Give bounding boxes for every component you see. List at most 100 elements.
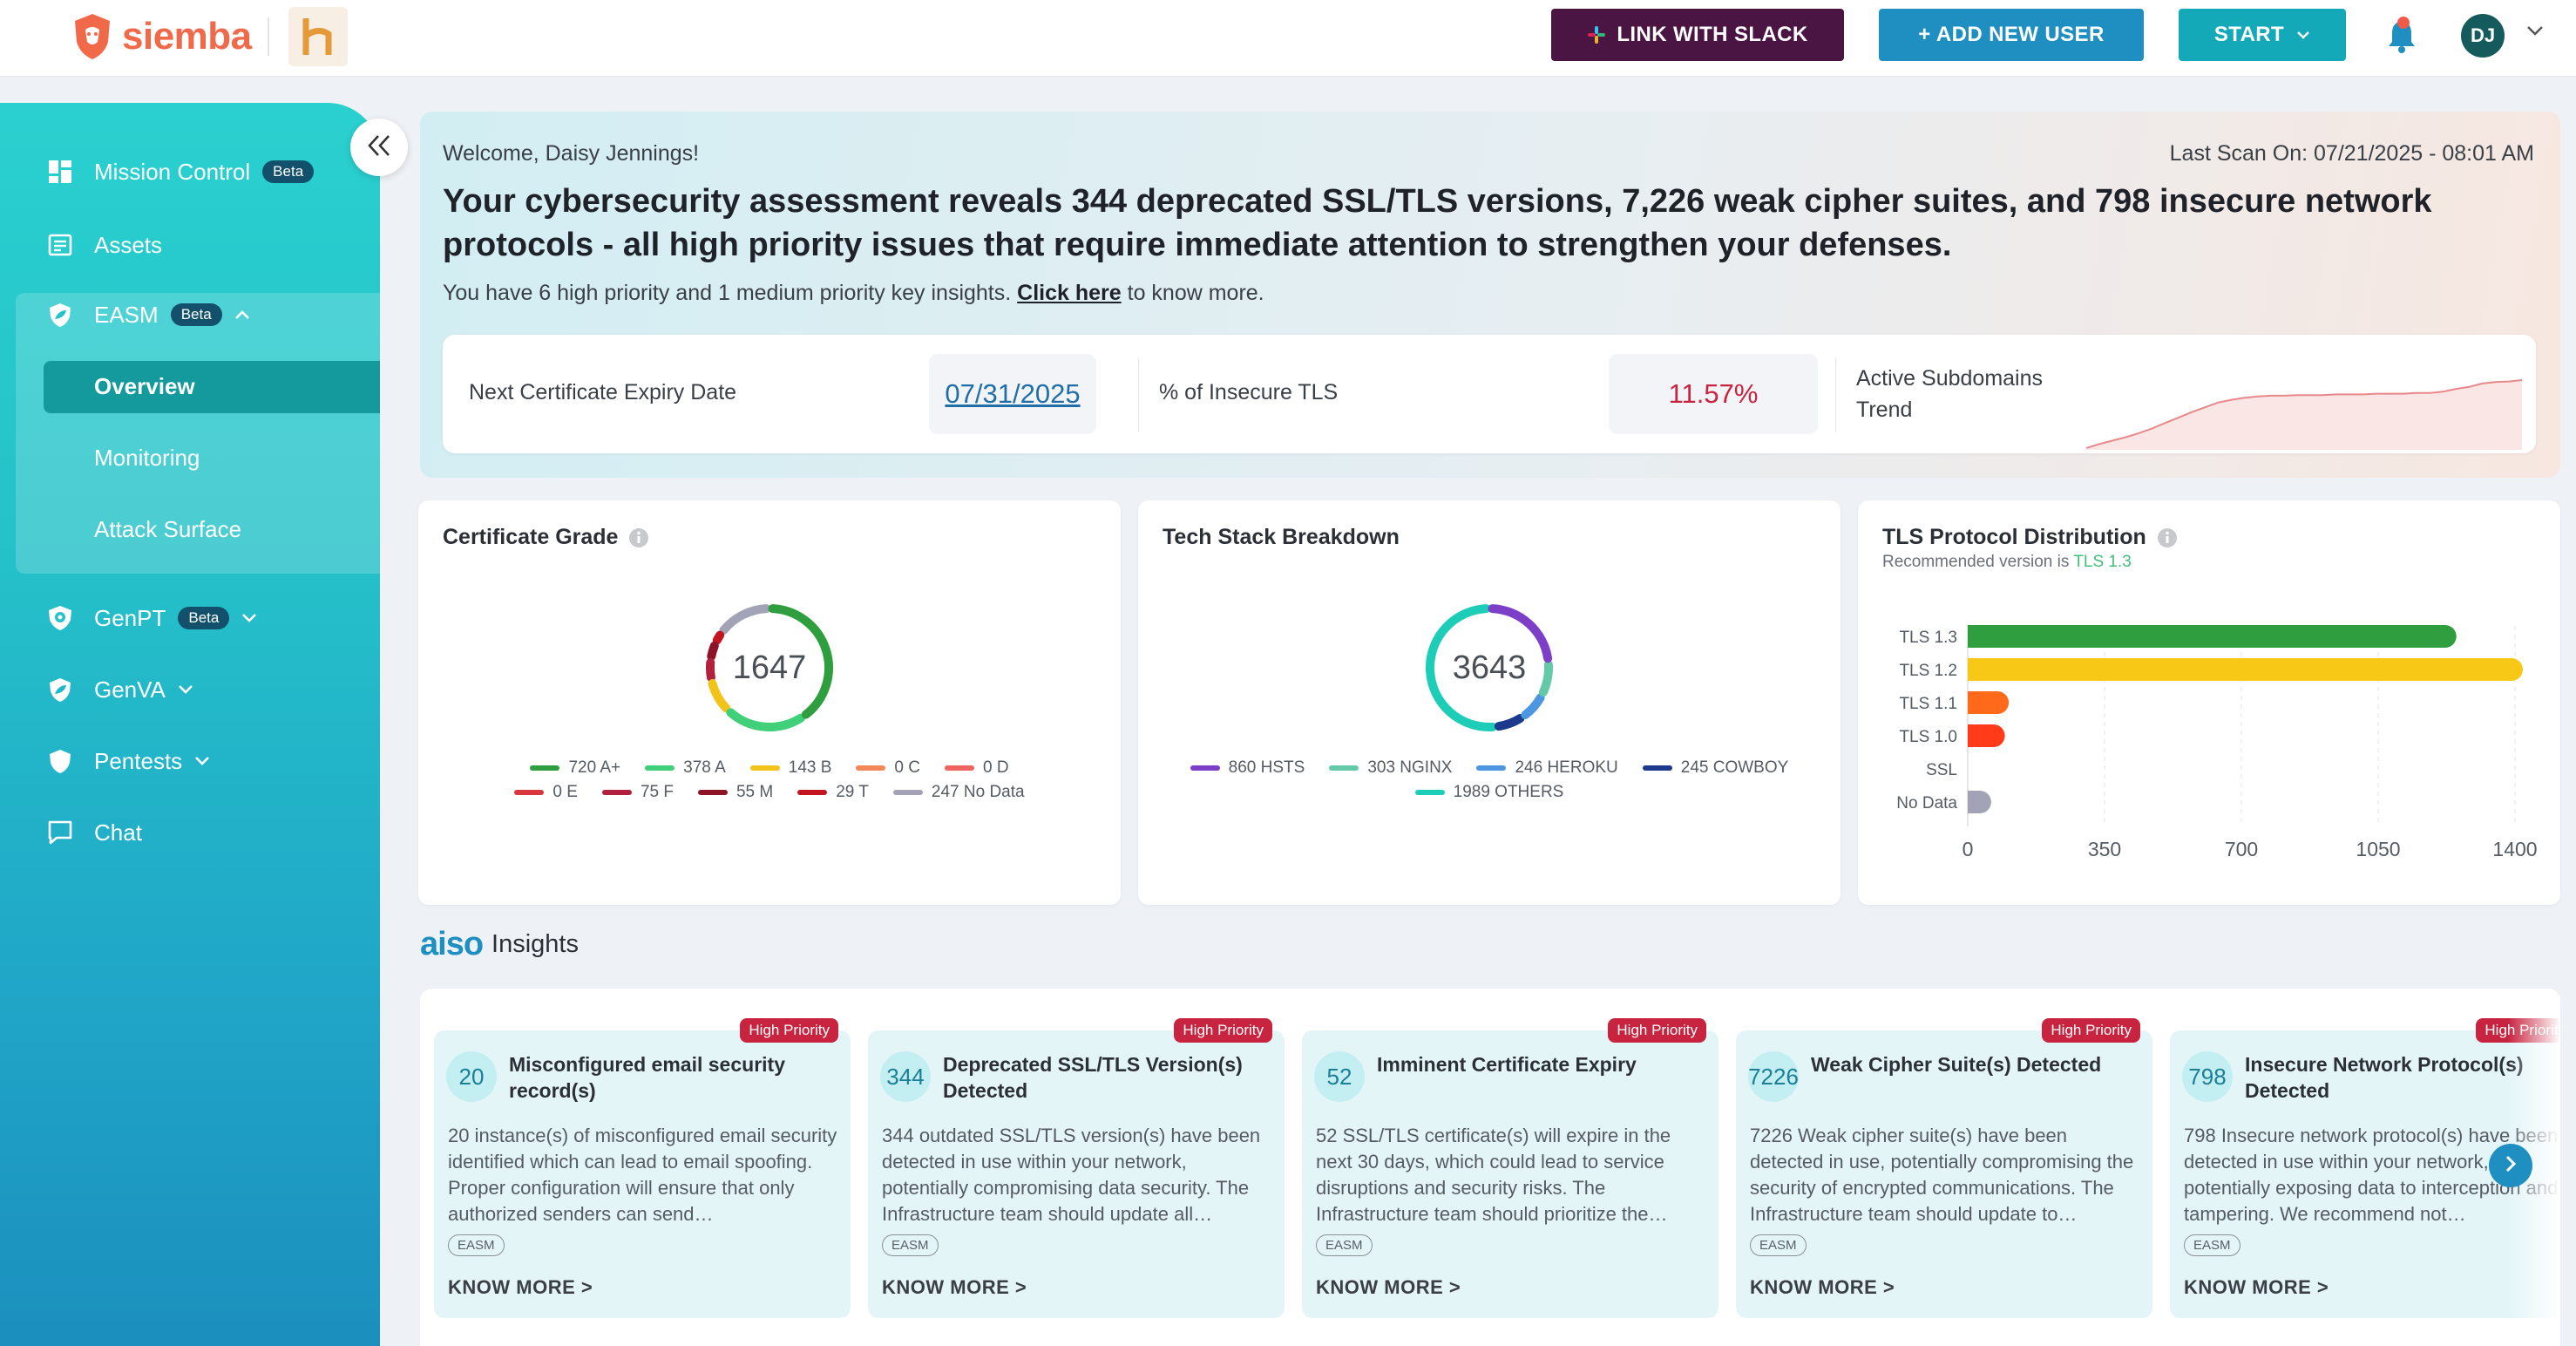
donut-segment-t[interactable] bbox=[712, 630, 725, 645]
legend-item[interactable]: 246 HEROKU bbox=[1476, 758, 1618, 778]
shield-leaf-icon bbox=[45, 675, 75, 704]
link-with-slack-button[interactable]: LINK WITH SLACK bbox=[1551, 9, 1844, 61]
donut-segment-m[interactable] bbox=[707, 641, 719, 661]
insight-card[interactable]: High Priority 20 Misconfigured email secur… bbox=[434, 1018, 851, 1318]
shield-icon bbox=[45, 746, 75, 776]
donut-segment-heroku[interactable] bbox=[1521, 693, 1545, 720]
priority-badge: High Priority bbox=[740, 1018, 838, 1043]
legend-item[interactable]: 303 NGINX bbox=[1329, 758, 1452, 778]
insight-count: 52 bbox=[1314, 1051, 1365, 1102]
donut-segment-a-[interactable] bbox=[768, 604, 833, 719]
legend-item[interactable]: 1989 OTHERS bbox=[1414, 783, 1563, 802]
legend-item[interactable]: 0 E bbox=[514, 783, 578, 802]
insight-card[interactable]: High Priority 7226 Weak Cipher Suite(s) De… bbox=[1736, 1018, 2152, 1318]
legend-item[interactable]: 143 B bbox=[749, 758, 832, 778]
donut-segment-hsts[interactable] bbox=[1488, 604, 1553, 663]
trend-area bbox=[2086, 380, 2522, 450]
legend-item[interactable]: 29 T bbox=[797, 783, 869, 802]
legend-item[interactable]: 0 D bbox=[944, 758, 1009, 778]
insight-tag: EASM bbox=[1316, 1234, 1373, 1256]
start-button[interactable]: START bbox=[2179, 9, 2346, 61]
last-scan-text: Last Scan On: 07/21/2025 - 08:01 AM bbox=[2169, 141, 2534, 166]
sidebar: Mission Control Beta Assets EASM Beta Ov… bbox=[0, 103, 380, 1346]
legend-item[interactable]: 0 C bbox=[856, 758, 920, 778]
sidebar-sub-item-attack-surface[interactable]: Attack Surface bbox=[94, 516, 241, 543]
sidebar-item-mission-control[interactable]: Mission Control Beta bbox=[45, 157, 315, 187]
insights-summary-text: You have 6 high priority and 1 medium pr… bbox=[443, 281, 1012, 305]
insight-description: 798 Insecure network protocol(s) have be… bbox=[2184, 1125, 2559, 1225]
legend-label: 860 HSTS bbox=[1228, 758, 1305, 777]
sidebar-item-pentests[interactable]: Pentests bbox=[45, 746, 210, 776]
sidebar-sub-item-monitoring[interactable]: Monitoring bbox=[94, 445, 200, 472]
legend-item[interactable]: 247 No Data bbox=[892, 783, 1025, 802]
legend-label: 0 C bbox=[894, 758, 920, 777]
insight-card[interactable]: High Priority 344 Deprecated SSL/TLS Versi… bbox=[868, 1018, 1285, 1318]
donut-segment-no-data[interactable] bbox=[719, 604, 771, 635]
legend-label: 247 No Data bbox=[931, 783, 1025, 801]
know-more-link[interactable]: KNOW MORE > bbox=[1750, 1276, 1895, 1298]
tls-recommendation-text: Recommended version is bbox=[1882, 553, 2070, 571]
legend-item[interactable]: 720 A+ bbox=[530, 758, 620, 778]
carousel-next-button[interactable] bbox=[2489, 1144, 2532, 1187]
know-more-link[interactable]: KNOW MORE > bbox=[882, 1276, 1027, 1298]
donut-segment-others[interactable] bbox=[1426, 604, 1497, 731]
legend-label: 143 B bbox=[788, 758, 832, 777]
legend-item[interactable]: 378 A bbox=[645, 758, 726, 778]
chevron-right-icon bbox=[2503, 1154, 2518, 1178]
legend-swatch bbox=[797, 790, 828, 795]
donut-segment-nginx[interactable] bbox=[1538, 660, 1553, 697]
partner-h-icon bbox=[302, 18, 332, 55]
donut-center-total: 1647 bbox=[733, 649, 807, 686]
donut-center-total: 3643 bbox=[1453, 649, 1527, 686]
know-more-link[interactable]: KNOW MORE > bbox=[448, 1276, 593, 1298]
know-more-link[interactable]: KNOW MORE > bbox=[2184, 1276, 2329, 1298]
sidebar-item-genpt[interactable]: GenPT Beta bbox=[45, 603, 257, 633]
legend-item[interactable]: 75 F bbox=[601, 783, 674, 802]
add-new-user-button[interactable]: + ADD NEW USER bbox=[1879, 9, 2144, 61]
sidebar-item-label: Mission Control bbox=[94, 158, 251, 185]
donut-segment-b[interactable] bbox=[708, 679, 731, 713]
chevron-down-icon bbox=[194, 756, 210, 766]
info-icon[interactable] bbox=[628, 527, 649, 548]
know-more-link[interactable]: KNOW MORE > bbox=[1316, 1276, 1461, 1298]
subdomains-trend-label-line2: Trend bbox=[1856, 398, 1913, 422]
legend-swatch bbox=[1329, 765, 1359, 771]
legend-item[interactable]: 55 M bbox=[697, 783, 774, 802]
add-new-user-label: + ADD NEW USER bbox=[1918, 23, 2105, 46]
collapse-sidebar-button[interactable] bbox=[350, 119, 408, 176]
legend-swatch bbox=[749, 765, 780, 771]
click-here-link[interactable]: Click here bbox=[1017, 281, 1122, 305]
brand-logo[interactable]: siemba bbox=[71, 7, 348, 66]
account-chevron-down-icon[interactable] bbox=[2525, 24, 2545, 41]
sidebar-item-assets[interactable]: Assets bbox=[45, 230, 162, 260]
info-icon[interactable] bbox=[2157, 527, 2178, 548]
tls-bar-tls-1-0[interactable] bbox=[1968, 724, 2005, 747]
notification-bell-icon[interactable] bbox=[2384, 16, 2419, 54]
insight-tag: EASM bbox=[1750, 1234, 1807, 1256]
donut-segment-a[interactable] bbox=[726, 708, 806, 731]
tls-bar-tls-1-2[interactable] bbox=[1968, 658, 2523, 681]
certificate-grade-legend: 720 A+ 378 A 143 B 0 C 0 D 0 E 75 F 55 M 29 T 247… bbox=[418, 758, 1121, 807]
legend-item[interactable]: 860 HSTS bbox=[1190, 758, 1305, 778]
sidebar-item-easm[interactable]: EASM Beta bbox=[45, 300, 250, 330]
x-tick-label: 1050 bbox=[2356, 838, 2400, 860]
tls-bar-no-data[interactable] bbox=[1968, 791, 1991, 813]
card-title: Tech Stack Breakdown bbox=[1163, 525, 1400, 550]
sidebar-item-chat[interactable]: Chat bbox=[45, 818, 142, 847]
user-avatar[interactable]: DJ bbox=[2461, 14, 2505, 58]
legend-item[interactable]: 245 COWBOY bbox=[1642, 758, 1788, 778]
tls-bar-tls-1-1[interactable] bbox=[1968, 691, 2010, 714]
donut-segment-f[interactable] bbox=[706, 657, 715, 683]
donut-segment-cowboy[interactable] bbox=[1494, 714, 1525, 731]
sidebar-sub-item-overview[interactable]: Overview bbox=[94, 373, 195, 400]
legend-label: 29 T bbox=[836, 783, 869, 801]
cert-expiry-value-box: 07/31/2025 bbox=[929, 354, 1096, 434]
sidebar-item-genva[interactable]: GenVA bbox=[45, 675, 193, 704]
legend-label: 55 M bbox=[736, 783, 774, 801]
cert-expiry-date-link[interactable]: 07/31/2025 bbox=[945, 378, 1081, 409]
subdomains-trend-label-line1: Active Subdomains bbox=[1856, 366, 2044, 391]
insights-carousel: High Priority 20 Misconfigured email secur… bbox=[420, 989, 2560, 1346]
legend-swatch bbox=[1476, 765, 1507, 771]
tls-bar-tls-1-3[interactable] bbox=[1968, 625, 2457, 648]
insight-card[interactable]: High Priority 52 Imminent Certificate Expi… bbox=[1302, 1018, 1718, 1318]
